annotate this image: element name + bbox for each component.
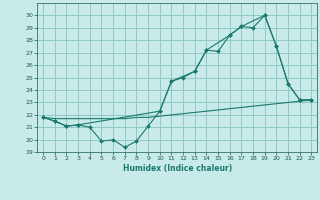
X-axis label: Humidex (Indice chaleur): Humidex (Indice chaleur) xyxy=(123,164,232,173)
